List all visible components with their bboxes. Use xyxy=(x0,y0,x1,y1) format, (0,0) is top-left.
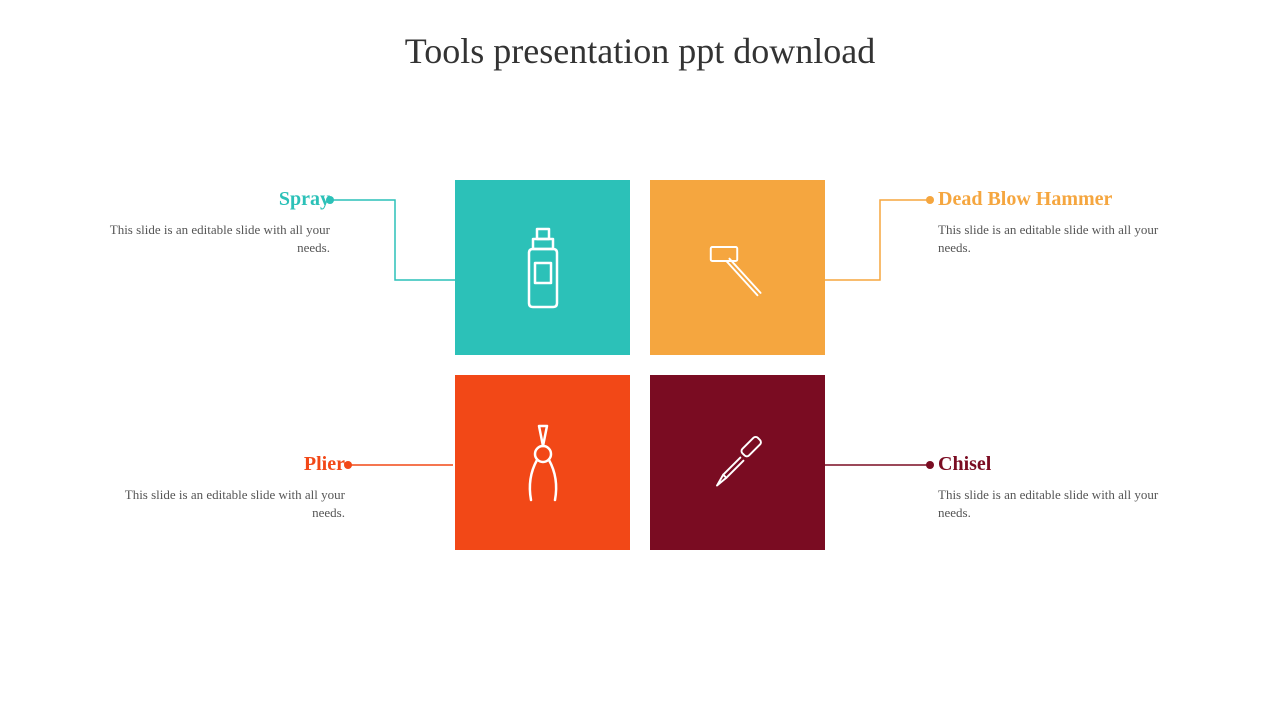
label-spray-desc: This slide is an editable slide with all… xyxy=(80,221,330,257)
label-chisel-desc: This slide is an editable slide with all… xyxy=(938,486,1188,522)
label-plier-title: Plier xyxy=(95,453,345,476)
dot-plier xyxy=(344,461,352,469)
tile-plier xyxy=(455,375,630,550)
connector-plier xyxy=(348,455,458,475)
connector-spray xyxy=(330,195,460,285)
label-spray: Spray This slide is an editable slide wi… xyxy=(80,188,330,257)
label-chisel: Chisel This slide is an editable slide w… xyxy=(938,453,1188,522)
page-title: Tools presentation ppt download xyxy=(0,0,1280,72)
label-plier-desc: This slide is an editable slide with all… xyxy=(95,486,345,522)
tile-hammer xyxy=(650,180,825,355)
chisel-icon xyxy=(703,418,773,508)
connector-hammer xyxy=(825,195,935,285)
dot-chisel xyxy=(926,461,934,469)
hammer-icon xyxy=(703,223,773,313)
connector-chisel xyxy=(825,455,935,475)
tile-grid xyxy=(455,180,825,550)
label-spray-title: Spray xyxy=(80,188,330,211)
tile-spray xyxy=(455,180,630,355)
spray-icon xyxy=(508,223,578,313)
label-hammer-title: Dead Blow Hammer xyxy=(938,188,1188,211)
plier-icon xyxy=(508,418,578,508)
dot-hammer xyxy=(926,196,934,204)
label-plier: Plier This slide is an editable slide wi… xyxy=(95,453,345,522)
label-chisel-title: Chisel xyxy=(938,453,1188,476)
label-hammer-desc: This slide is an editable slide with all… xyxy=(938,221,1188,257)
label-hammer: Dead Blow Hammer This slide is an editab… xyxy=(938,188,1188,257)
tile-chisel xyxy=(650,375,825,550)
